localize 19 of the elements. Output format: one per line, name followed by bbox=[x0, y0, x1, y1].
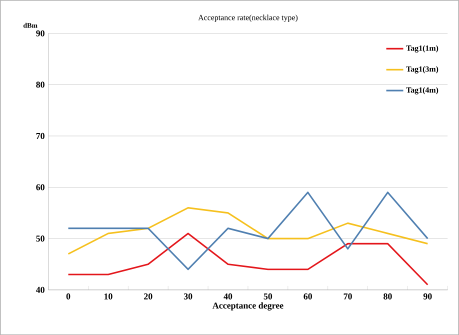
y-tick-label: 70 bbox=[36, 132, 44, 139]
x-tick-label: 80 bbox=[384, 293, 392, 300]
y-tick-label: 40 bbox=[36, 286, 44, 293]
x-tick-label: 20 bbox=[144, 293, 152, 300]
x-tick-label: 70 bbox=[344, 293, 352, 300]
y-tick-label: 60 bbox=[36, 184, 44, 190]
y-tick-label: 80 bbox=[36, 82, 44, 88]
x-tick-label: 50 bbox=[264, 293, 272, 300]
x-tick-label: 10 bbox=[104, 293, 112, 300]
x-axis-title: Acceptance degree bbox=[212, 302, 284, 310]
x-tick-label: 0 bbox=[66, 293, 70, 300]
line-series bbox=[67, 206, 428, 255]
x-tick-label: 60 bbox=[304, 293, 312, 300]
x-tick-label: 90 bbox=[423, 293, 432, 300]
x-tick-label: 40 bbox=[224, 293, 232, 300]
x-tick-label: 30 bbox=[184, 293, 192, 300]
y-tick-label: 50 bbox=[36, 235, 44, 242]
y-tick-label: 90 bbox=[36, 30, 44, 36]
line-series bbox=[67, 232, 428, 286]
